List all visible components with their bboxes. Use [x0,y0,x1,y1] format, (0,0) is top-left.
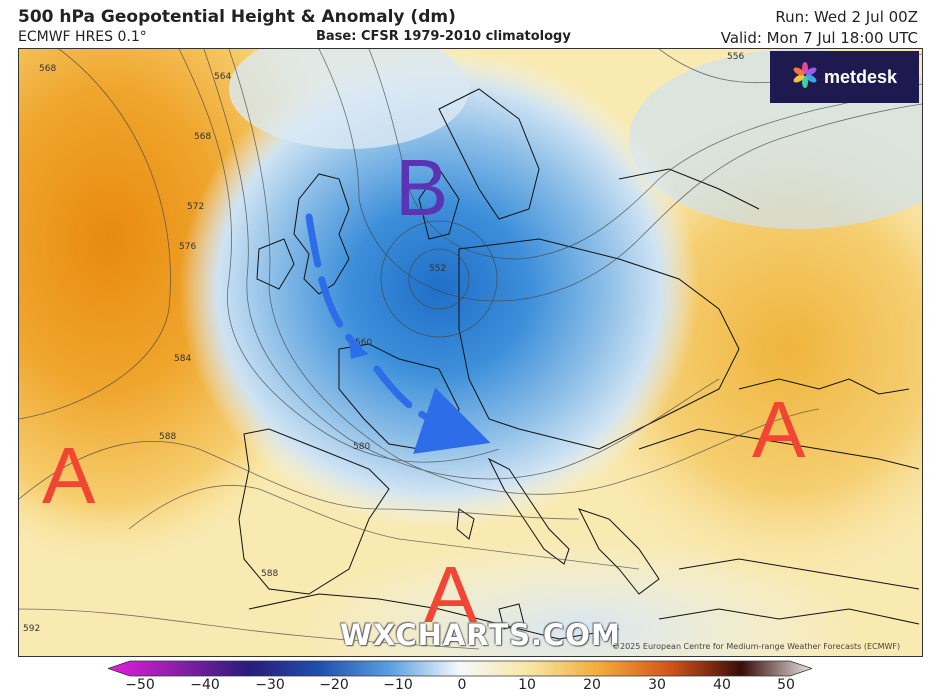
colorbar-tick: −30 [255,677,285,693]
colorbar-tick: −50 [125,677,155,693]
contour-label: 564 [214,72,231,82]
high-pressure-label-africa: A [424,550,478,639]
colorbar-tick: 30 [648,677,666,693]
run-time: Run: Wed 2 Jul 00Z [775,8,918,26]
map-canvas: 568 564 568 572 576 584 588 592 588 580 … [19,49,922,656]
copyright-notice: ©2025 European Centre for Medium-range W… [612,642,901,651]
colorbar-tick: 40 [713,677,731,693]
contour-label: 572 [187,202,204,212]
contour-label: 584 [174,354,191,364]
logo-text: metdesk [823,66,898,87]
colorbar-tick: 50 [777,677,795,693]
high-pressure-label-atlantic: A [42,431,96,520]
contour-label: 580 [353,442,370,452]
valid-time: Valid: Mon 7 Jul 18:00 UTC [720,29,918,47]
contour-label: 568 [39,64,56,74]
pinwheel-icon [792,61,818,93]
contour-label: 576 [179,242,196,252]
colorbar-tick: −10 [383,677,413,693]
colorbar-tick: −20 [319,677,349,693]
colorbar [108,660,812,677]
contour-label: 588 [261,569,278,579]
contour-label: 592 [23,624,40,634]
contour-label: 560 [355,338,372,348]
contour-label: 588 [159,432,176,442]
colorbar-tick: 20 [583,677,601,693]
trajectory-arrow [305,213,464,434]
metdesk-logo: metdesk [770,51,919,103]
contour-label: 552 [429,264,446,274]
colorbar-tick: −40 [190,677,220,693]
high-pressure-label-east: A [752,385,806,474]
colorbar-tick: 0 [457,677,467,693]
forecast-map: 568 564 568 572 576 584 588 592 588 580 … [18,48,923,657]
colorbar-tick: 10 [518,677,536,693]
base-label: Base: CFSR 1979-2010 climatology [316,29,571,44]
contour-label: 568 [194,132,211,142]
map-title: 500 hPa Geopotential Height & Anomaly (d… [18,7,456,27]
low-pressure-label: B [395,143,449,232]
contour-label: 556 [727,52,744,62]
model-label: ECMWF HRES 0.1° [18,29,147,45]
watermark: WXCHARTS.COM [340,618,621,652]
